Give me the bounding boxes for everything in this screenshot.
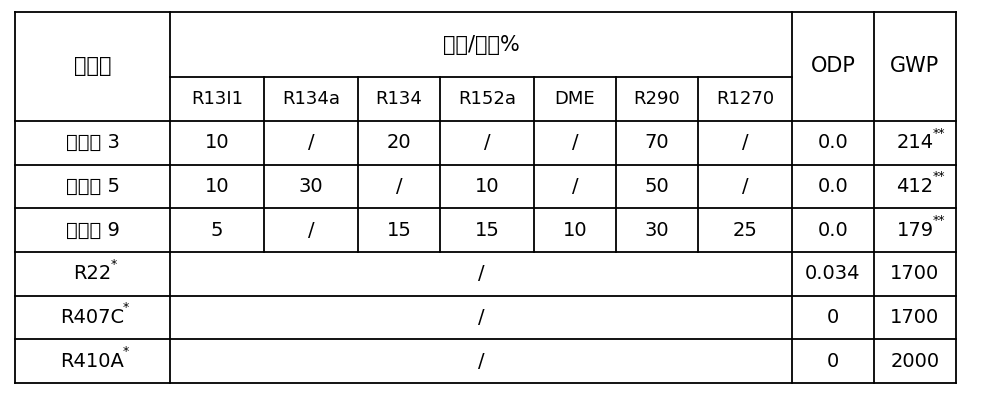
Text: 10: 10 <box>475 177 499 196</box>
Text: 30: 30 <box>645 221 669 240</box>
Text: 10: 10 <box>205 177 229 196</box>
Text: 0: 0 <box>827 308 839 327</box>
Text: R134: R134 <box>376 90 422 108</box>
Text: /: / <box>572 134 578 152</box>
Text: 制冷剂: 制冷剂 <box>74 56 111 77</box>
Text: /: / <box>478 352 484 371</box>
Text: 214: 214 <box>896 134 934 152</box>
Text: ODP: ODP <box>811 56 855 77</box>
Text: /: / <box>742 134 748 152</box>
Text: 实施例 9: 实施例 9 <box>66 221 119 240</box>
Text: R1270: R1270 <box>716 90 774 108</box>
Text: /: / <box>478 308 484 327</box>
Text: 15: 15 <box>475 221 499 240</box>
Text: /: / <box>308 221 314 240</box>
Text: R410A: R410A <box>61 352 124 371</box>
Text: 20: 20 <box>387 134 411 152</box>
Text: /: / <box>478 264 484 284</box>
Text: 2000: 2000 <box>890 352 940 371</box>
Text: 5: 5 <box>211 221 223 240</box>
Text: *: * <box>122 301 129 314</box>
Text: 70: 70 <box>645 134 669 152</box>
Text: 0.0: 0.0 <box>818 134 848 152</box>
Text: 412: 412 <box>896 177 934 196</box>
Text: **: ** <box>933 214 945 227</box>
Text: R290: R290 <box>634 90 680 108</box>
Text: R22: R22 <box>73 264 112 284</box>
Text: 10: 10 <box>563 221 587 240</box>
Text: 实施例 3: 实施例 3 <box>66 134 119 152</box>
Text: /: / <box>572 177 578 196</box>
Text: 0: 0 <box>827 352 839 371</box>
Text: R13I1: R13I1 <box>191 90 243 108</box>
Text: R134a: R134a <box>282 90 340 108</box>
Text: **: ** <box>933 170 945 183</box>
Text: /: / <box>396 177 402 196</box>
Text: 1700: 1700 <box>890 308 940 327</box>
Text: *: * <box>110 258 117 271</box>
Text: 179: 179 <box>896 221 934 240</box>
Text: /: / <box>484 134 490 152</box>
Text: 0.0: 0.0 <box>818 177 848 196</box>
Text: 15: 15 <box>387 221 411 240</box>
Text: /: / <box>742 177 748 196</box>
Text: 50: 50 <box>645 177 669 196</box>
Text: 实施例 5: 实施例 5 <box>66 177 120 196</box>
Text: /: / <box>308 134 314 152</box>
Text: 30: 30 <box>299 177 323 196</box>
Text: *: * <box>122 345 129 358</box>
Text: R152a: R152a <box>458 90 516 108</box>
Text: 0.0: 0.0 <box>818 221 848 240</box>
Text: 0.034: 0.034 <box>805 264 861 284</box>
Text: **: ** <box>933 126 945 139</box>
Text: DME: DME <box>555 90 595 108</box>
Text: R407C: R407C <box>60 308 125 327</box>
Text: 1700: 1700 <box>890 264 940 284</box>
Text: 组分/质量%: 组分/质量% <box>443 35 519 55</box>
Text: GWP: GWP <box>890 56 940 77</box>
Text: 10: 10 <box>205 134 229 152</box>
Text: 25: 25 <box>733 221 757 240</box>
